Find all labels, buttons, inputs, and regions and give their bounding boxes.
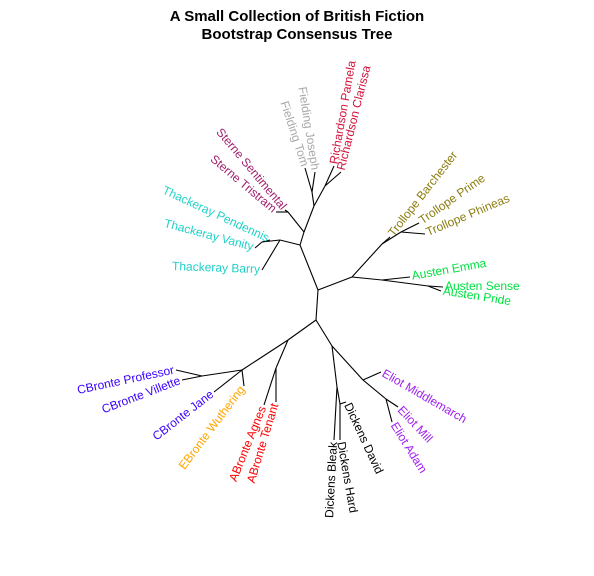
leaf-branch — [339, 401, 347, 405]
tree-branch — [241, 339, 289, 371]
tree-branch — [299, 244, 319, 291]
leaf-branch — [385, 398, 393, 423]
tree-branch — [315, 319, 333, 347]
tree-branch — [275, 339, 289, 369]
leaf-branch — [324, 165, 335, 187]
leaf-branch — [362, 371, 382, 381]
leaf-branch — [400, 222, 420, 233]
leaf-branch — [254, 241, 263, 249]
tree-branch — [303, 205, 315, 233]
leaf-label: Austen Sense — [445, 279, 520, 293]
tree-branch — [287, 319, 317, 341]
leaf-branch — [381, 236, 391, 245]
leaf-branch — [213, 369, 243, 393]
leaf-branch — [175, 369, 203, 377]
tree-branch — [331, 345, 364, 381]
leaf-branch — [311, 171, 316, 193]
tree-branch — [279, 239, 301, 246]
leaf-label: Dickens Bleak — [322, 441, 340, 519]
leaf-branch — [333, 386, 338, 441]
leaf-branch — [263, 367, 277, 406]
tree-title-line2: Bootstrap Consensus Tree — [201, 26, 393, 43]
leaf-branch — [381, 276, 411, 281]
leaf-branch — [400, 231, 426, 235]
tree-branches — [175, 165, 444, 441]
leaf-branch — [427, 285, 442, 292]
leaf-branch — [324, 171, 342, 187]
tree-branch — [336, 386, 341, 405]
leaf-branch — [385, 398, 399, 408]
tree-branch — [315, 289, 319, 321]
leaf-label: Thackeray Barry — [172, 259, 260, 276]
tree-branch — [311, 191, 315, 207]
tree-branch — [381, 231, 402, 245]
tree-branch — [317, 276, 353, 291]
leaf-branch — [261, 239, 281, 271]
leaf-branch — [261, 239, 271, 243]
leaf-branch — [427, 285, 444, 288]
leaf-branch — [181, 375, 203, 381]
tree-branch — [381, 279, 429, 287]
tree-branch — [313, 185, 326, 207]
leaf-label: Eliot Middlemarch — [380, 366, 470, 426]
leaf-branch — [304, 167, 313, 193]
tree-branch — [331, 345, 338, 388]
tree-branch — [351, 276, 383, 281]
tree-branch — [351, 243, 383, 278]
leaf-branch — [241, 369, 245, 387]
tree-branch — [362, 379, 387, 400]
tree-branch — [201, 369, 243, 377]
tree-branch — [287, 211, 305, 233]
tree-branch — [299, 231, 305, 246]
tree-title-line1: A Small Collection of British Fiction — [169, 8, 425, 25]
